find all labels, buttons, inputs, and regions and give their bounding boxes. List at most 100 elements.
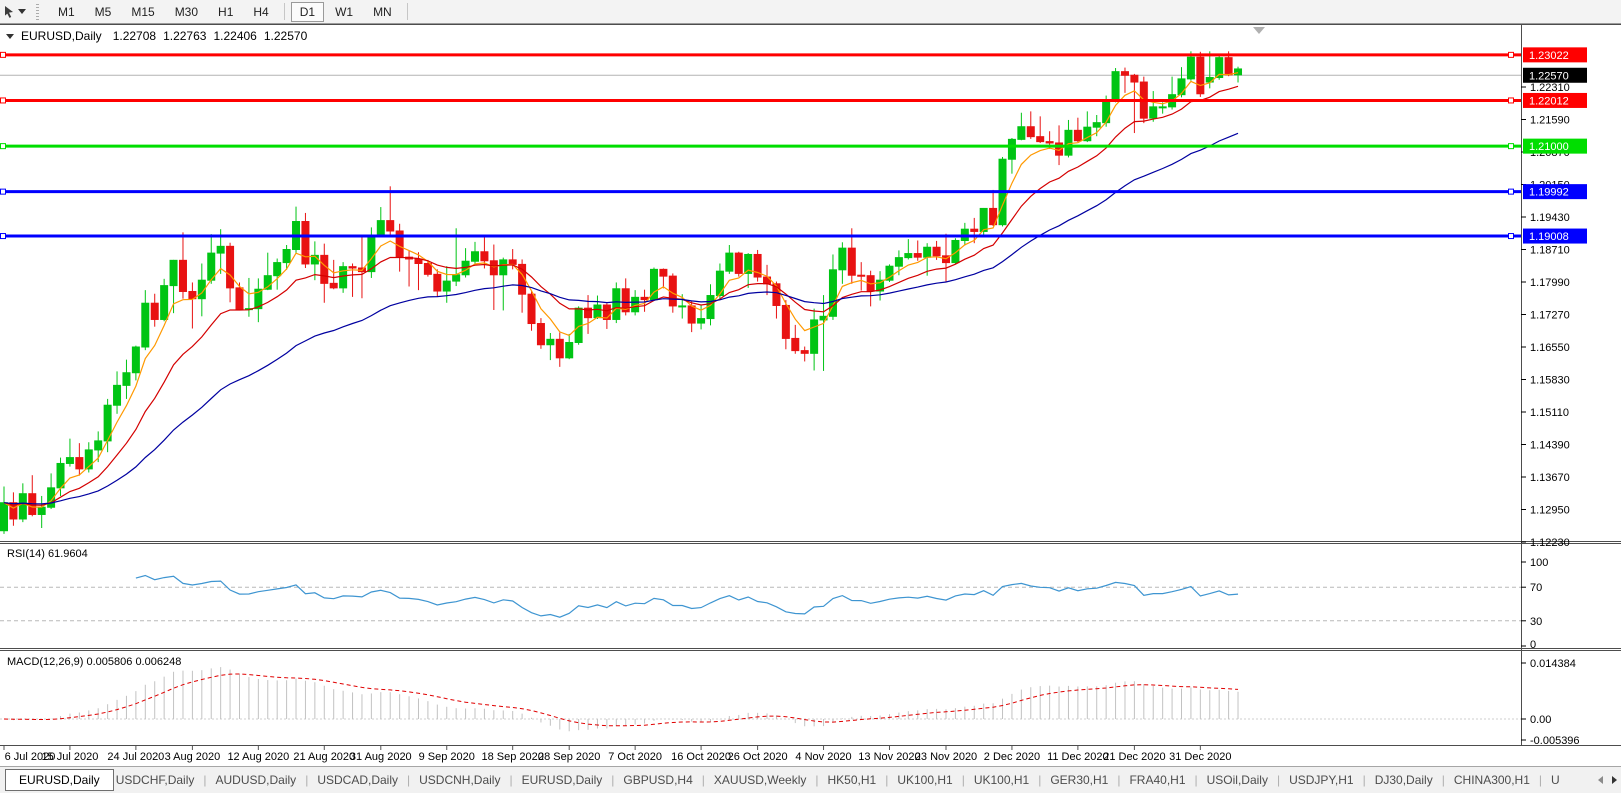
- line-handle[interactable]: [1508, 143, 1514, 150]
- candle-body: [320, 254, 329, 284]
- price-tick-label: 1.22310: [1530, 82, 1570, 94]
- toolbar-grip[interactable]: [36, 3, 39, 20]
- price-tick-label: 1.21590: [1530, 115, 1570, 127]
- tab-separator: |: [1441, 773, 1445, 787]
- line-handle[interactable]: [1508, 51, 1514, 58]
- price-axis[interactable]: 1.223101.215901.208701.201501.194301.187…: [1521, 82, 1580, 747]
- candle-body: [1036, 136, 1045, 143]
- tab-uk100-h1[interactable]: UK100,H1: [897, 773, 953, 787]
- tab-usoil-daily[interactable]: USOil,Daily: [1206, 773, 1268, 787]
- candle-body: [122, 372, 131, 386]
- time-tick-label: 21 Aug 2020: [293, 751, 355, 763]
- tab-eurusd-daily[interactable]: EURUSD,Daily: [521, 773, 603, 787]
- macd-scale-label: 0.00: [1530, 714, 1551, 726]
- line-handle[interactable]: [0, 233, 6, 240]
- candle-body: [876, 279, 885, 292]
- tab-u[interactable]: U: [1551, 773, 1560, 787]
- price-tick-label: 1.14390: [1530, 440, 1570, 452]
- tab-separator: |: [1276, 773, 1281, 787]
- time-tick-label: 18 Sep 2020: [481, 751, 543, 763]
- timeframe-button-mn[interactable]: MN: [373, 4, 392, 19]
- tab-gbpusd-h4[interactable]: GBPUSD,H4: [623, 773, 693, 787]
- main-price-panel[interactable]: [0, 51, 1521, 534]
- candle-body: [1092, 122, 1101, 128]
- tab-usdjpy-h1[interactable]: USDJPY,H1: [1289, 773, 1354, 787]
- candle-body: [348, 266, 357, 269]
- chart-collapse-icon[interactable]: [6, 33, 14, 39]
- tab-separator: |: [203, 773, 207, 787]
- tab-ger30-h1[interactable]: GER30,H1: [1050, 773, 1109, 787]
- price-tick-label: 1.12230: [1530, 537, 1570, 549]
- candle-body: [621, 288, 630, 313]
- rsi-scale-label: 30: [1530, 616, 1542, 628]
- candle-body: [885, 265, 894, 281]
- candle-body: [932, 246, 941, 257]
- symbol-label: EURUSD,Daily: [21, 29, 102, 43]
- timeframe-button-h4[interactable]: H4: [253, 4, 269, 19]
- ohlc-open: 1.22708: [112, 29, 157, 43]
- timeframe-button-m15[interactable]: M15: [131, 4, 155, 19]
- line-handle[interactable]: [1508, 97, 1514, 104]
- timeframe-button-m1[interactable]: M1: [58, 4, 75, 19]
- line-handle[interactable]: [0, 51, 6, 58]
- tab-separator: |: [611, 773, 615, 787]
- timeframe-button-m30[interactable]: M30: [174, 4, 199, 19]
- candle-body: [781, 304, 790, 339]
- chart-shift-marker[interactable]: [1253, 27, 1265, 34]
- tab-china300-h1[interactable]: CHINA300,H1: [1453, 773, 1530, 787]
- line-handle[interactable]: [0, 188, 6, 195]
- tabs-scroll-left-icon[interactable]: [1598, 776, 1603, 784]
- timeframe-button-d1[interactable]: D1: [290, 1, 325, 22]
- candle-body: [546, 338, 555, 346]
- time-tick-label: 11 Dec 2020: [1047, 751, 1109, 763]
- line-handle[interactable]: [1508, 233, 1514, 240]
- tab-hk50-h1[interactable]: HK50,H1: [827, 773, 877, 787]
- price-tick-label: 1.17270: [1530, 310, 1570, 322]
- cursor-tool-dropdown-icon[interactable]: [18, 9, 26, 14]
- candle-body: [480, 251, 489, 262]
- candle-body: [301, 221, 310, 265]
- price-badge: [1523, 67, 1587, 83]
- candle-body: [1017, 126, 1026, 140]
- timeframe-button-h1[interactable]: H1: [218, 4, 234, 19]
- time-tick-label: 21 Dec 2020: [1103, 751, 1165, 763]
- price-badge-label: 1.19008: [1529, 231, 1569, 243]
- timeframe-button-w1[interactable]: W1: [335, 4, 354, 19]
- candle-body: [489, 260, 498, 276]
- price-tick-label: 1.18710: [1530, 245, 1570, 257]
- tab-xauusd-weekly[interactable]: XAUUSD,Weekly: [713, 773, 807, 787]
- line-handle[interactable]: [1508, 188, 1514, 195]
- candle-body: [150, 302, 159, 320]
- rsi-panel[interactable]: [0, 574, 1521, 622]
- tab-usdchf-daily[interactable]: USDCHF,Daily: [115, 773, 195, 787]
- candle-body: [216, 245, 225, 254]
- candle-body: [734, 252, 743, 274]
- cursor-tool-icon[interactable]: [2, 5, 15, 19]
- candle-body: [857, 274, 866, 277]
- tab-eurusd-daily[interactable]: EURUSD,Daily: [5, 769, 114, 791]
- time-tick-label: 31 Aug 2020: [350, 751, 412, 763]
- tab-usdcad-daily[interactable]: USDCAD,Daily: [317, 773, 398, 787]
- timeframe-button-m5[interactable]: M5: [94, 4, 112, 19]
- candle-body: [442, 280, 451, 292]
- tabs-scroll-right-icon[interactable]: [1612, 776, 1617, 784]
- tab-audusd-daily[interactable]: AUDUSD,Daily: [215, 773, 297, 787]
- tab-uk100-h1[interactable]: UK100,H1: [973, 773, 1030, 787]
- tab-separator: |: [815, 773, 819, 787]
- macd-panel[interactable]: [0, 667, 1521, 732]
- line-handle[interactable]: [0, 143, 6, 150]
- tab-usdcnh-daily[interactable]: USDCNH,Daily: [419, 773, 501, 787]
- candle-body: [555, 338, 564, 359]
- line-handle[interactable]: [0, 97, 6, 104]
- candle-body: [433, 273, 442, 292]
- candle-body: [659, 268, 668, 277]
- candle-body: [499, 259, 508, 276]
- candle-body: [37, 506, 46, 515]
- price-badge: [1523, 228, 1587, 244]
- tab-separator: |: [1362, 773, 1366, 787]
- rsi-line: [135, 574, 1239, 618]
- tab-dj30-daily[interactable]: DJ30,Daily: [1374, 773, 1433, 787]
- tab-fra40-h1[interactable]: FRA40,H1: [1129, 773, 1186, 787]
